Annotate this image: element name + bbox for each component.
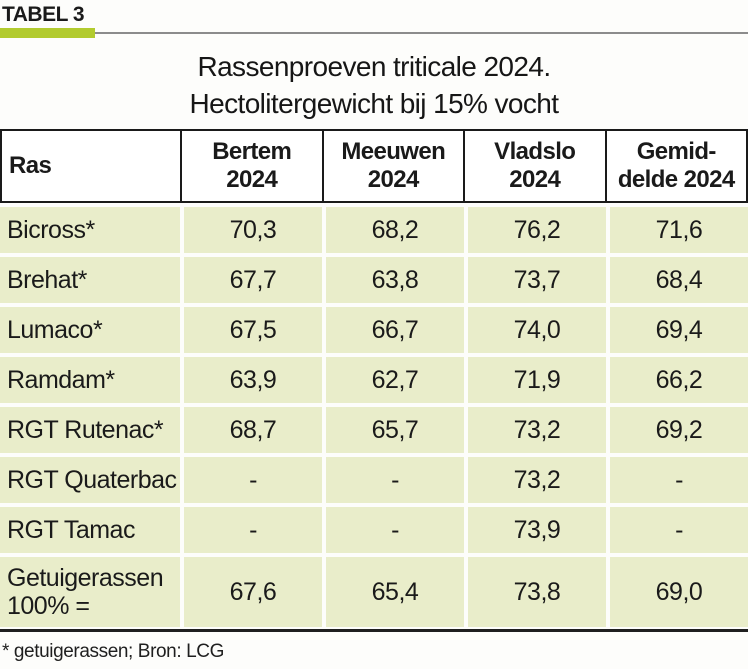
- title-line-2: Hectolitergewicht bij 15% vocht: [189, 88, 560, 120]
- cell-gemiddelde: 71,6: [606, 207, 748, 253]
- column-header-ras: Ras: [9, 151, 52, 179]
- column-header-meeuwen: Meeuwen 2024: [321, 131, 464, 201]
- cell-gemiddelde: -: [606, 457, 748, 503]
- cell-gemiddelde: 69,0: [606, 557, 748, 627]
- title-line-1: Rassenproeven triticale 2024.: [197, 51, 551, 83]
- cell-vladslo: 74,0: [464, 307, 606, 353]
- table-tag: TABEL 3: [2, 3, 85, 26]
- table-row-bicross: Bicross* 70,3 68,2 76,2 71,6: [0, 207, 748, 253]
- table-row-rgt-tamac: RGT Tamac - - 73,9 -: [0, 507, 748, 553]
- cell-vladslo: 76,2: [464, 207, 606, 253]
- cell-meeuwen: 65,4: [322, 557, 464, 627]
- column-header-gemiddelde: Gemid- delde 2024: [604, 131, 747, 201]
- row-label: RGT Tamac: [0, 507, 180, 553]
- row-label: Bicross*: [0, 207, 180, 253]
- row-label: Getuigerassen 100% =: [0, 557, 180, 627]
- table-row-lumaco: Lumaco* 67,5 66,7 74,0 69,4: [0, 307, 748, 353]
- table-row-rgt-rutenac: RGT Rutenac* 68,7 65,7 73,2 69,2: [0, 407, 748, 453]
- table-title: Rassenproeven triticale 2024. Hectoliter…: [0, 49, 748, 123]
- table-row-rgt-quaterbac: RGT Quaterbac - - 73,2 -: [0, 457, 748, 503]
- cell-bertem: -: [180, 457, 322, 503]
- cell-meeuwen: 63,8: [322, 257, 464, 303]
- row-label: RGT Quaterbac: [0, 457, 180, 503]
- cell-gemiddelde: -: [606, 507, 748, 553]
- header-rule: [0, 28, 748, 41]
- cell-gemiddelde: 68,4: [606, 257, 748, 303]
- column-header-vladslo: Vladslo 2024: [463, 131, 605, 201]
- row-label: Lumaco*: [0, 307, 180, 353]
- cell-gemiddelde: 69,4: [606, 307, 748, 353]
- cell-vladslo: 73,9: [464, 507, 606, 553]
- column-header-bertem: Bertem 2024: [180, 131, 322, 201]
- cell-bertem: 68,7: [180, 407, 322, 453]
- table-row-ramdam: Ramdam* 63,9 62,7 71,9 66,2: [0, 357, 748, 403]
- cell-gemiddelde: 66,2: [606, 357, 748, 403]
- footnote: * getuigerassen; Bron: LCG: [2, 641, 224, 662]
- row-label: RGT Rutenac*: [0, 407, 180, 453]
- cell-gemiddelde: 69,2: [606, 407, 748, 453]
- cell-meeuwen: -: [322, 507, 464, 553]
- table-header-row: Ras Bertem 2024 Meeuwen 2024 Vladslo 202…: [0, 129, 748, 203]
- row-label: Brehat*: [0, 257, 180, 303]
- cell-vladslo: 73,8: [464, 557, 606, 627]
- cell-meeuwen: 66,7: [322, 307, 464, 353]
- cell-bertem: 70,3: [180, 207, 322, 253]
- cell-vladslo: 71,9: [464, 357, 606, 403]
- cell-meeuwen: 62,7: [322, 357, 464, 403]
- cell-bertem: 67,7: [180, 257, 322, 303]
- cell-bertem: 67,6: [180, 557, 322, 627]
- cell-bertem: -: [180, 507, 322, 553]
- cell-meeuwen: -: [322, 457, 464, 503]
- divider-line: [0, 32, 748, 35]
- cell-meeuwen: 65,7: [322, 407, 464, 453]
- cell-vladslo: 73,2: [464, 407, 606, 453]
- cell-bertem: 63,9: [180, 357, 322, 403]
- table-row-brehat: Brehat* 67,7 63,8 73,7 68,4: [0, 257, 748, 303]
- cell-meeuwen: 68,2: [322, 207, 464, 253]
- row-label: Ramdam*: [0, 357, 180, 403]
- table-body: Bicross* 70,3 68,2 76,2 71,6 Brehat* 67,…: [0, 207, 748, 632]
- table-row-getuigerassen: Getuigerassen 100% = 67,6 65,4 73,8 69,0: [0, 557, 748, 627]
- cell-vladslo: 73,2: [464, 457, 606, 503]
- accent-bar: [0, 28, 95, 39]
- cell-bertem: 67,5: [180, 307, 322, 353]
- cell-vladslo: 73,7: [464, 257, 606, 303]
